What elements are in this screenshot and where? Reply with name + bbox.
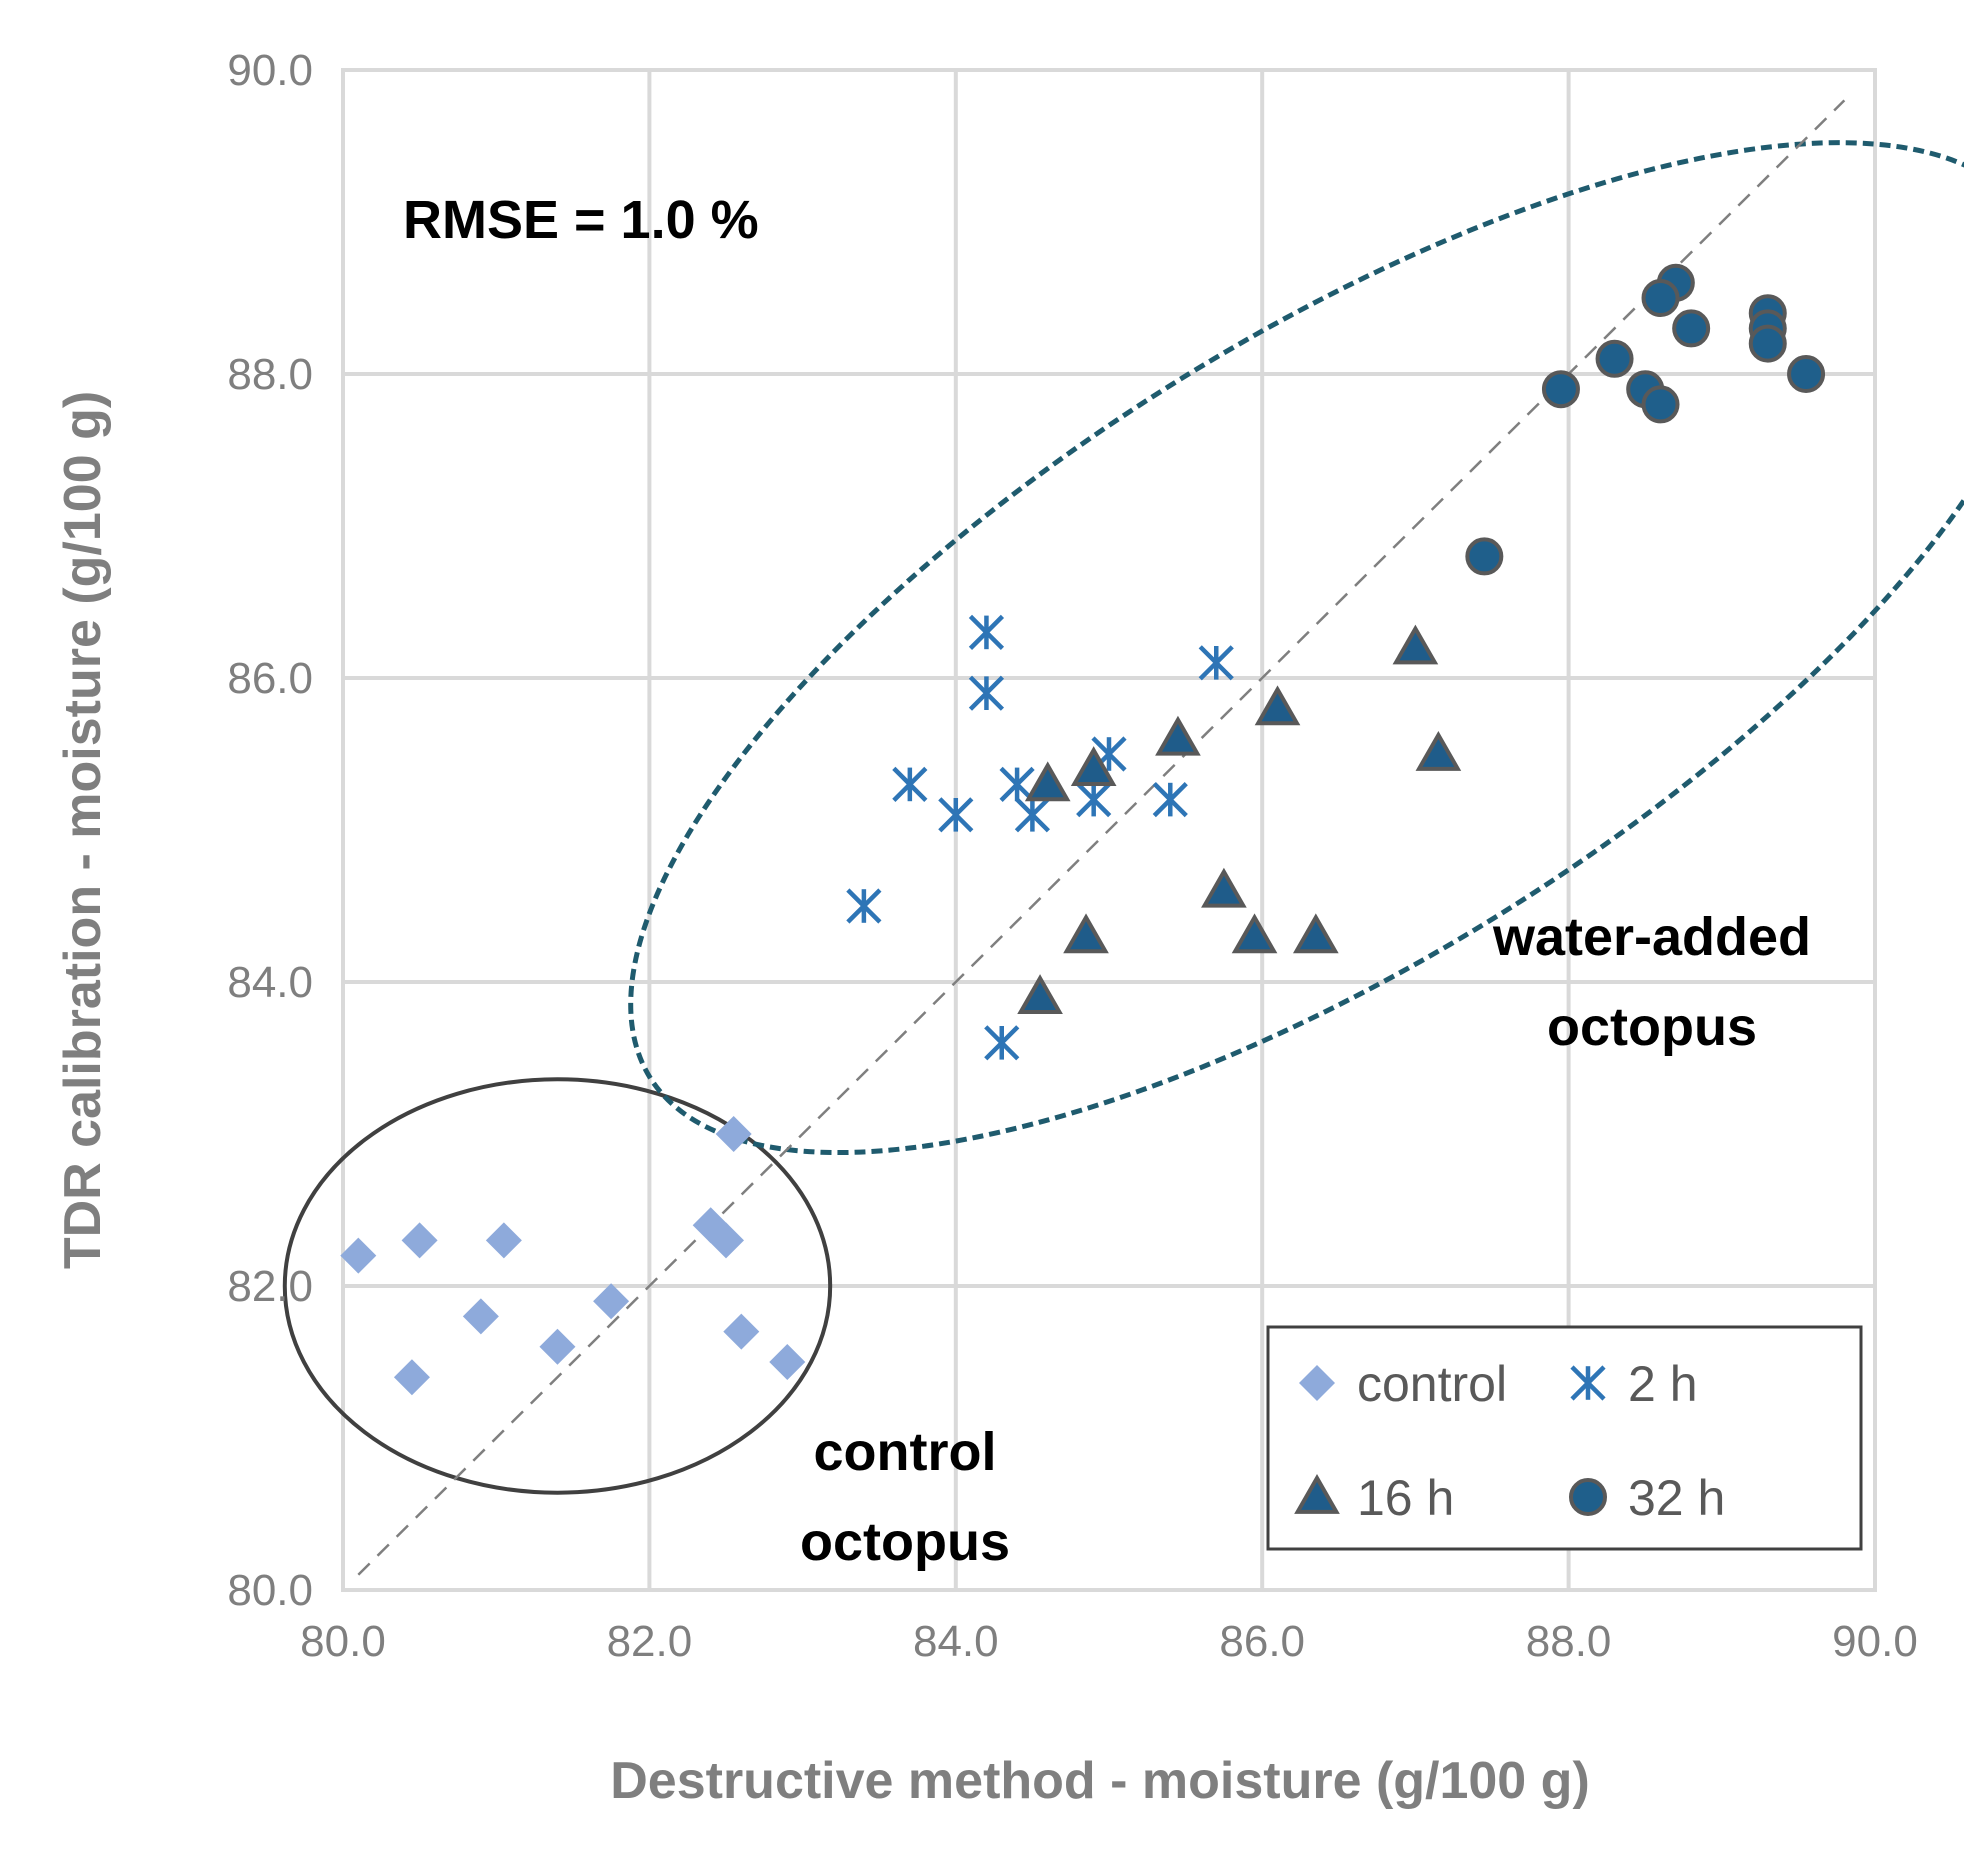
legend: control 2 h 16 h 32 h — [1266, 1325, 1863, 1551]
legend-label-32h: 32 h — [1628, 1470, 1725, 1526]
point-16h-6 — [1201, 867, 1247, 908]
point-2h-10 — [846, 888, 882, 924]
legend-marker-32h — [1569, 1478, 1607, 1516]
tick-labels: 80.0 82.0 84.0 86.0 88.0 90.0 80.0 82.0 84.0 86.0… — [227, 46, 1917, 1666]
point-32h-10 — [1787, 355, 1826, 393]
point-control-6 — [593, 1283, 630, 1320]
y-tick-label-1: 82.0 — [227, 1262, 313, 1311]
x-tick-label-4: 88.0 — [1526, 1617, 1612, 1666]
point-16h-4 — [1392, 624, 1439, 665]
x-tick-label-2: 84.0 — [913, 1617, 999, 1666]
point-16h-8 — [1231, 913, 1278, 954]
point-control-10 — [723, 1313, 760, 1350]
point-2h-11 — [984, 1025, 1020, 1061]
y-tick-label-3: 86.0 — [227, 654, 313, 703]
point-control-11 — [769, 1344, 806, 1380]
data-points — [340, 263, 1826, 1396]
y-tick-label-0: 80.0 — [227, 1566, 313, 1615]
point-2h-4 — [938, 797, 974, 833]
point-2h-6 — [1014, 797, 1050, 833]
point-32h-11 — [1465, 537, 1504, 576]
point-2h-5 — [999, 766, 1035, 802]
point-32h-6 — [1595, 339, 1634, 378]
point-control-7 — [715, 1116, 752, 1152]
control-annotation-line2: octopus — [800, 1512, 1010, 1572]
y-tick-label-2: 84.0 — [227, 958, 313, 1007]
legend-box — [1266, 1325, 1863, 1551]
point-32h-5 — [1748, 324, 1787, 363]
point-16h-1 — [1070, 746, 1117, 787]
point-2h-8 — [1076, 782, 1112, 818]
point-16h-2 — [1155, 715, 1201, 756]
x-tick-label-5: 90.0 — [1832, 1617, 1918, 1666]
point-control-9 — [708, 1222, 744, 1259]
plot-area-border — [341, 68, 1877, 1592]
point-control-1 — [401, 1222, 438, 1259]
water-added-ellipse — [628, 140, 1964, 1156]
point-32h-8 — [1641, 385, 1680, 424]
point-16h-0 — [1024, 761, 1071, 802]
rmse-annotation: RMSE = 1.0 % — [403, 190, 759, 250]
point-2h-3 — [892, 766, 928, 802]
x-tick-label-1: 82.0 — [607, 1617, 693, 1666]
point-control-0 — [340, 1237, 377, 1274]
y-tick-label-4: 88.0 — [227, 350, 313, 399]
point-2h-0 — [968, 614, 1005, 650]
point-2h-9 — [1152, 782, 1188, 818]
point-2h-2 — [1198, 645, 1234, 681]
y-axis-title: TDR calibration - moisture (g/100 g) — [54, 391, 112, 1269]
point-16h-3 — [1254, 685, 1301, 726]
point-16h-5 — [1415, 730, 1462, 771]
control-ellipse — [282, 1077, 833, 1495]
x-tick-label-0: 80.0 — [300, 1617, 386, 1666]
legend-marker-2h — [1570, 1365, 1606, 1401]
legend-marker-control — [1299, 1365, 1335, 1401]
legend-label-16h: 16 h — [1357, 1470, 1454, 1526]
control-annotation-line1: control — [814, 1422, 997, 1482]
point-2h-1 — [968, 675, 1005, 711]
legend-label-control: control — [1357, 1356, 1507, 1412]
point-32h-1 — [1641, 279, 1680, 317]
point-32h-2 — [1672, 309, 1711, 348]
legend-marker-16h — [1294, 1473, 1340, 1514]
legend-label-2h: 2 h — [1628, 1356, 1698, 1412]
ellipse-group — [282, 140, 1964, 1495]
point-16h-7 — [1063, 913, 1109, 954]
point-32h-9 — [1541, 370, 1580, 409]
water-annotation-line2: octopus — [1547, 997, 1757, 1057]
point-16h-10 — [1017, 974, 1063, 1015]
point-control-4 — [462, 1298, 499, 1335]
x-tick-label-3: 86.0 — [1219, 1617, 1305, 1666]
x-axis-title: Destructive method - moisture (g/100 g) — [610, 1752, 1590, 1810]
point-16h-9 — [1292, 913, 1339, 954]
point-control-5 — [539, 1328, 576, 1365]
water-annotation-line1: water-added — [1492, 907, 1811, 967]
y-tick-label-5: 90.0 — [227, 46, 313, 95]
point-control-3 — [393, 1359, 430, 1396]
point-control-2 — [485, 1222, 522, 1259]
